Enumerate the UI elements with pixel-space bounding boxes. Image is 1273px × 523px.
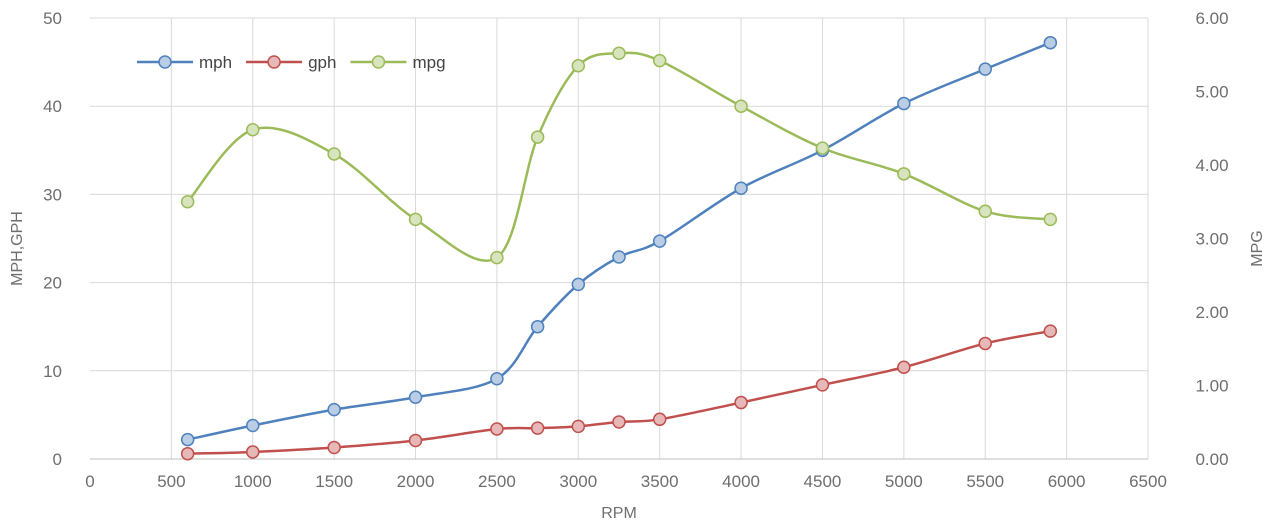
data-point-mpg <box>490 250 504 265</box>
data-point-mpg <box>734 99 748 113</box>
data-point-gph <box>180 446 195 461</box>
x-tick-label: 6500 <box>1129 472 1167 491</box>
y2-tick-label: 4.00 <box>1195 156 1228 175</box>
legend-swatch-marker <box>158 55 172 69</box>
data-point-mph <box>180 432 195 447</box>
series-line-gph <box>187 329 1051 455</box>
data-point-mph <box>612 250 626 264</box>
legend: mph gph mpg <box>137 53 446 72</box>
series-line-mph <box>187 41 1051 441</box>
data-point-mpg <box>897 167 911 181</box>
data-point-gph <box>408 433 423 448</box>
x-axis-title: RPM <box>601 505 637 522</box>
legend-label: mph <box>199 53 232 72</box>
data-point-mpg <box>530 130 545 144</box>
data-point-mpg <box>1043 212 1058 227</box>
data-point-mpg <box>815 141 830 155</box>
data-point-mph <box>571 277 586 292</box>
legend-swatch-marker <box>371 55 386 69</box>
y2-tick-label: 1.00 <box>1195 377 1228 396</box>
data-point-mpg <box>571 59 586 73</box>
y2-axis-title: MPG <box>1249 230 1266 266</box>
data-point-mph <box>408 390 423 405</box>
x-axis-tick-labels: 0 500 1000 1500 2000 2500 3000 3500 4000 4500 5000… <box>85 472 1167 491</box>
x-tick-label: 3000 <box>559 472 597 491</box>
series-line-mpg <box>186 51 1051 262</box>
data-point-gph <box>327 440 341 455</box>
y-tick-label: 10 <box>43 362 62 381</box>
x-tick-label: 1000 <box>234 472 272 491</box>
data-point-mph <box>897 96 911 111</box>
legend-swatch-marker <box>267 55 281 69</box>
x-tick-label: 0 <box>85 472 94 491</box>
data-point-gph <box>571 419 586 434</box>
y-tick-label: 40 <box>43 97 62 116</box>
data-point-mph <box>734 181 748 195</box>
data-point-mpg <box>246 122 260 137</box>
y-axis-tick-labels: 0 10 20 30 40 50 <box>43 9 62 469</box>
data-point-gph <box>734 395 748 410</box>
legend-item-mpg: mpg <box>350 53 446 72</box>
y-tick-label: 50 <box>43 9 62 28</box>
data-point-mpg <box>180 195 195 209</box>
y-tick-label: 30 <box>43 185 62 204</box>
y2-tick-label: 0.00 <box>1195 450 1228 469</box>
data-point-mpg <box>408 212 423 227</box>
y2-axis-tick-labels: 0.00 1.00 2.00 3.00 4.00 5.00 6.00 <box>1195 9 1228 469</box>
legend-item-mph: mph <box>137 53 232 72</box>
legend-label: mpg <box>412 53 445 72</box>
data-point-gph <box>815 378 830 392</box>
data-point-gph <box>652 412 667 427</box>
data-point-mph <box>530 319 545 334</box>
data-point-gph <box>612 415 626 429</box>
x-tick-label: 5500 <box>966 472 1004 491</box>
data-point-gph <box>490 422 504 436</box>
x-tick-label: 5000 <box>885 472 923 491</box>
legend-item-gph: gph <box>246 53 336 72</box>
series-markers <box>180 35 1058 461</box>
x-tick-label: 3500 <box>641 472 679 491</box>
series-lines <box>186 41 1051 455</box>
data-point-mph <box>490 371 504 386</box>
x-tick-label: 2000 <box>397 472 435 491</box>
data-point-mpg <box>612 46 626 61</box>
data-point-mph <box>1043 35 1058 50</box>
data-point-mph <box>246 418 260 433</box>
data-point-gph <box>978 336 992 351</box>
y2-tick-label: 6.00 <box>1195 9 1228 28</box>
x-tick-label: 4000 <box>722 472 760 491</box>
data-point-mpg <box>978 204 992 219</box>
legend-label: gph <box>308 53 336 72</box>
data-point-gph <box>530 421 545 435</box>
grid-lines <box>90 17 1149 459</box>
x-tick-label: 4500 <box>804 472 842 491</box>
x-tick-label: 2500 <box>478 472 516 491</box>
y-axis-title: MPH,GPH <box>9 211 26 286</box>
data-point-mpg <box>652 53 667 68</box>
x-tick-label: 500 <box>157 472 185 491</box>
y-tick-label: 0 <box>53 450 62 469</box>
data-point-mph <box>327 402 341 417</box>
y2-tick-label: 2.00 <box>1195 303 1228 322</box>
x-tick-label: 1500 <box>315 472 353 491</box>
y2-tick-label: 5.00 <box>1195 83 1228 102</box>
data-point-mph <box>978 62 992 76</box>
data-point-gph <box>1043 324 1058 338</box>
data-point-mph <box>652 234 667 248</box>
y-tick-label: 20 <box>43 274 62 293</box>
y2-tick-label: 3.00 <box>1195 230 1228 249</box>
data-point-mpg <box>327 147 341 161</box>
data-point-gph <box>246 445 260 459</box>
x-tick-label: 6000 <box>1048 472 1086 491</box>
data-point-gph <box>897 360 911 375</box>
